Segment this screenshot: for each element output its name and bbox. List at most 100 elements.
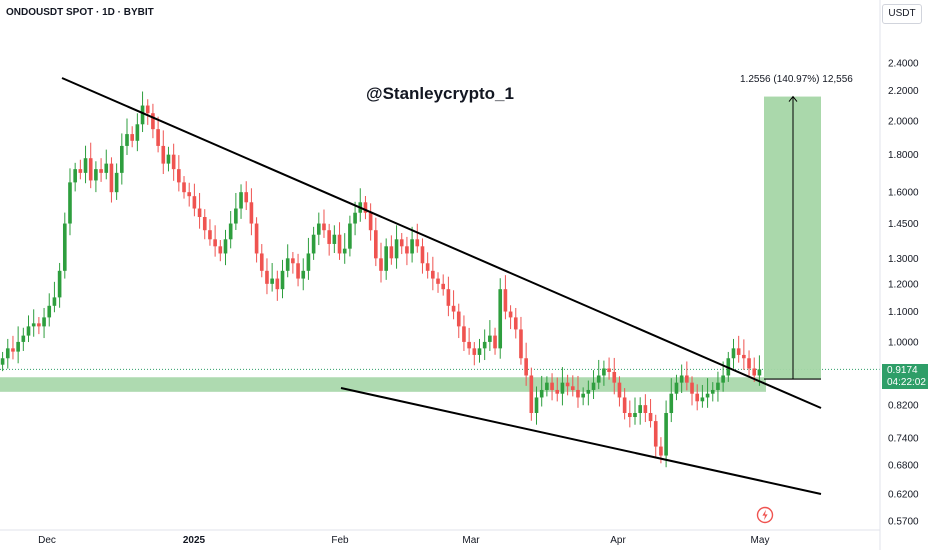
candle-body <box>285 258 290 271</box>
candle-body <box>57 270 62 298</box>
candle-body <box>379 258 383 271</box>
candle-body <box>306 253 311 271</box>
candle-body <box>602 368 606 376</box>
candle-body <box>405 246 409 254</box>
candle-body <box>161 145 166 164</box>
candle-body <box>104 163 109 173</box>
candle-body <box>534 397 539 414</box>
candle-body <box>166 154 171 164</box>
candle-body <box>156 129 160 146</box>
candle-body <box>399 239 404 247</box>
candle-body <box>130 134 134 141</box>
candle-body <box>482 341 487 349</box>
candle-body <box>700 397 705 402</box>
candle-body <box>679 375 684 383</box>
candle-body <box>493 335 497 349</box>
lower-trendline <box>340 387 822 495</box>
candle-body <box>239 192 243 209</box>
candle-body <box>353 212 357 224</box>
tradingview-logo-icon[interactable] <box>756 506 774 524</box>
candle-body <box>570 386 575 390</box>
candle-body <box>596 375 601 383</box>
candle-body <box>710 389 715 394</box>
candle-body <box>244 192 249 203</box>
candle-body <box>88 158 93 181</box>
candle-body <box>446 289 451 306</box>
candle-body <box>747 358 751 369</box>
price-tick-label: 0.7400 <box>888 433 919 444</box>
candle-body <box>705 393 710 398</box>
candle-body <box>291 258 295 264</box>
candle-body <box>228 223 233 240</box>
candle-body <box>731 348 736 359</box>
candle-body <box>42 317 46 327</box>
candle-body <box>68 182 72 224</box>
candle-body <box>410 239 414 254</box>
candle-body <box>254 223 259 254</box>
candle-body <box>420 246 425 264</box>
candle-body <box>674 382 679 394</box>
candle-body <box>633 413 637 418</box>
candle-body <box>555 389 560 394</box>
candle-body <box>187 192 192 197</box>
candle-body <box>612 371 617 383</box>
price-tick-label: 2.2000 <box>888 86 919 97</box>
candle-body <box>436 278 440 284</box>
candle-body <box>498 289 503 349</box>
candle-body <box>664 413 668 456</box>
candle-body <box>249 202 254 224</box>
candle-body <box>342 248 347 254</box>
price-tick-label: 1.0000 <box>888 337 919 348</box>
candle-body <box>337 234 342 254</box>
candle-body <box>47 305 52 318</box>
candle-body <box>11 348 15 352</box>
time-tick-label: May <box>751 535 770 546</box>
price-tick-label: 2.0000 <box>888 117 919 128</box>
trendlines[interactable] <box>61 77 822 495</box>
time-tick-label: 2025 <box>183 535 206 546</box>
price-tick-label: 1.6000 <box>888 188 919 199</box>
candle-body <box>638 405 642 414</box>
candle-body <box>280 270 285 290</box>
time-tick-label: Dec <box>38 535 56 546</box>
candle-body <box>197 208 202 218</box>
symbol-title[interactable]: ONDOUSDT SPOT · 1D · BYBIT <box>6 7 154 18</box>
candle-body <box>301 270 306 279</box>
candle-body <box>135 124 140 141</box>
candle-body <box>151 113 155 130</box>
candle-body <box>488 335 492 342</box>
candle-body <box>368 212 373 231</box>
author-watermark: @Stanleycrypto_1 <box>366 84 514 103</box>
target-measure <box>764 95 821 380</box>
candle-body <box>648 413 653 422</box>
candle-body <box>265 270 269 284</box>
candle-body <box>617 382 622 398</box>
support-zone-band <box>0 377 766 392</box>
candle-body <box>503 289 508 312</box>
candle-body <box>16 341 20 352</box>
candle-body <box>721 375 725 383</box>
measure-label: 1.2556 (140.97%) 12,556 <box>740 74 853 85</box>
candle-body <box>508 311 513 318</box>
candle-body <box>716 382 720 390</box>
candle-body <box>125 134 129 146</box>
candle-body <box>415 239 420 247</box>
candle-body <box>348 223 352 249</box>
candle-body <box>581 393 585 398</box>
candle-body <box>622 397 627 414</box>
candle-body <box>171 154 176 170</box>
price-tick-label: 0.8200 <box>888 401 919 412</box>
candle-body <box>78 169 83 173</box>
candle-body <box>99 169 103 173</box>
candle-body <box>145 105 150 114</box>
currency-selector[interactable]: USDT <box>882 4 922 24</box>
candle-body <box>462 326 466 342</box>
candle-body <box>472 348 477 355</box>
candle-body <box>389 246 394 259</box>
candle-body <box>52 297 57 306</box>
candle-body <box>83 158 88 173</box>
candle-body <box>327 230 331 244</box>
candle-body <box>270 278 274 284</box>
